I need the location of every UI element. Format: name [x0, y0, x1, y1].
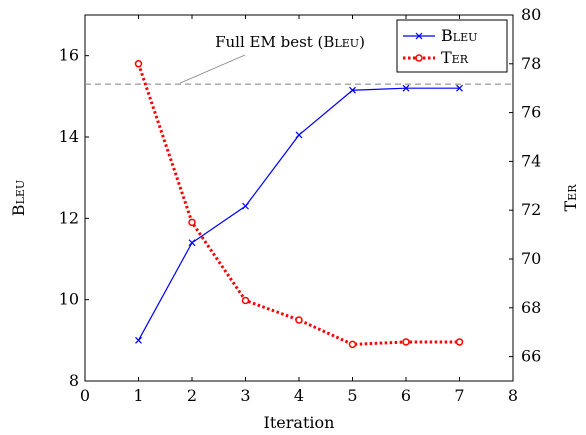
data-point-bleu	[456, 84, 463, 92]
data-point-ter	[348, 340, 357, 349]
data-point-bleu	[135, 336, 142, 344]
data-point-bleu	[349, 86, 356, 94]
series-line-bleu	[137, 87, 460, 341]
data-point-bleu	[242, 202, 249, 210]
data-point-bleu	[295, 131, 303, 139]
reference-line-group: Full EM best (Bleu)	[85, 33, 513, 85]
x-axis-label: Iteration	[264, 413, 335, 432]
x-tick-label: 2	[187, 386, 197, 405]
right-y-tick-label: 78	[521, 54, 541, 73]
x-tick-label: 7	[454, 386, 464, 405]
legend-label-ter: Ter	[441, 48, 469, 67]
left-y-tick-label: 16	[59, 46, 79, 65]
left-y-axis-ticks: 8 10 12 14 16	[59, 46, 89, 390]
x-tick-label: 8	[508, 386, 518, 405]
axis-labels: Iteration Bleu Ter	[9, 180, 580, 432]
left-y-tick-label: 14	[59, 127, 79, 146]
legend-marker-ter	[415, 54, 423, 62]
x-tick-label: 4	[294, 386, 304, 405]
left-y-tick-label: 8	[69, 371, 79, 390]
x-tick-label: 1	[133, 386, 143, 405]
annotation-pin	[179, 54, 246, 84]
right-y-tick-label: 74	[521, 151, 541, 170]
data-point-ter	[188, 218, 196, 227]
x-tick-label: 5	[347, 386, 357, 405]
data-point-bleu	[402, 84, 410, 92]
data-point-ter	[241, 296, 250, 305]
right-y-axis-label: Ter	[561, 184, 580, 212]
x-axis-ticks: 0 1 2 3 4 5 6 7 8	[80, 15, 518, 405]
right-y-tick-label: 76	[521, 103, 541, 122]
right-y-tick-label: 80	[521, 5, 541, 24]
right-y-tick-label: 68	[521, 298, 541, 317]
left-y-tick-label: 10	[59, 290, 79, 309]
x-tick-label: 3	[240, 386, 250, 405]
left-y-axis-label: Bleu	[9, 180, 28, 216]
left-y-tick-label: 12	[59, 208, 79, 227]
data-point-ter	[134, 60, 143, 68]
data-point-ter	[295, 316, 303, 324]
data-point-ter	[402, 338, 410, 346]
right-y-tick-label: 70	[521, 249, 541, 268]
series-layer	[134, 60, 464, 349]
legend-box	[396, 19, 508, 73]
data-point-ter	[455, 338, 464, 346]
series-line-ter	[137, 63, 460, 346]
legend-marker-bleu	[415, 32, 423, 40]
legend: Bleu Ter	[396, 19, 508, 73]
right-y-tick-label: 66	[521, 347, 541, 366]
right-y-axis-ticks: 66 68 70 72 74 76 78 80	[509, 5, 541, 366]
x-tick-label: 6	[401, 386, 411, 405]
legend-label-bleu: Bleu	[441, 26, 477, 45]
right-y-tick-label: 72	[521, 200, 541, 219]
x-tick-label: 0	[80, 386, 90, 405]
reference-line-label: Full EM best (Bleu)	[215, 33, 365, 51]
data-point-bleu	[188, 239, 196, 247]
